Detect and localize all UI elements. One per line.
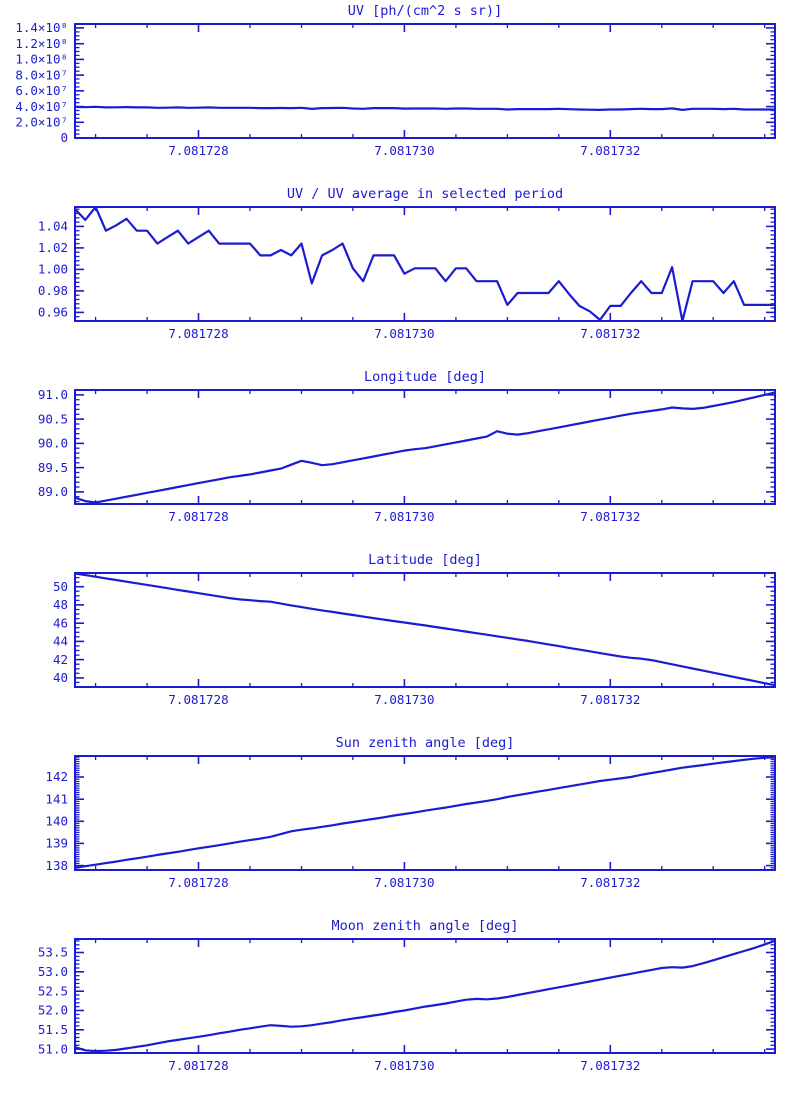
svg-text:140: 140	[45, 814, 68, 829]
svg-text:7.081728: 7.081728	[168, 1058, 228, 1073]
chart-title-latitude: Latitude [deg]	[368, 552, 482, 568]
svg-text:52.5: 52.5	[38, 983, 68, 998]
svg-text:0: 0	[60, 130, 68, 145]
chart-title-uv: UV [ph/(cm^2 s sr)]	[347, 3, 503, 19]
moon-zenith-plot-svg: 7.081728 7.081730 7.081732 51.0 51.5 52.0 52.5…	[38, 938, 776, 1073]
chart-latitude: Latitude [deg] 7.081728 7.081730 7.081732 4…	[0, 549, 800, 732]
svg-text:7.081730: 7.081730	[374, 875, 434, 890]
chart-title-longitude: Longitude [deg]	[364, 369, 486, 385]
svg-text:42: 42	[53, 652, 68, 667]
svg-text:53.0: 53.0	[38, 964, 68, 979]
svg-text:46: 46	[53, 615, 68, 630]
svg-text:44: 44	[53, 634, 68, 649]
svg-text:7.081732: 7.081732	[580, 143, 640, 158]
svg-text:90.5: 90.5	[38, 411, 68, 426]
svg-text:51.5: 51.5	[38, 1022, 68, 1037]
svg-text:141: 141	[45, 791, 68, 806]
chart-uv: UV [ph/(cm^2 s sr)] 7.081728 7.081730 7.08…	[0, 0, 800, 183]
svg-text:7.081730: 7.081730	[374, 509, 434, 524]
chart-title-uv-ratio: UV / UV average in selected period	[286, 186, 564, 202]
svg-text:89.5: 89.5	[38, 460, 68, 475]
chart-sun-zenith: Sun zenith angle [deg] 7.081728 7.081730 7…	[0, 732, 800, 915]
uv-ratio-plot-svg: 7.081728 7.081730 7.081732 0.96 0.98 1.00 1.02…	[38, 206, 776, 341]
chart-title-sun-zenith: Sun zenith angle [deg]	[335, 735, 515, 751]
svg-text:7.081728: 7.081728	[168, 692, 228, 707]
chart-title-moon-zenith: Moon zenith angle [deg]	[331, 918, 519, 934]
svg-text:1.0×10⁸: 1.0×10⁸	[15, 52, 68, 67]
svg-text:8.0×10⁷: 8.0×10⁷	[15, 67, 68, 82]
longitude-plot-svg: 7.081728 7.081730 7.081732 89.0 89.5 90.0 90.5…	[38, 387, 776, 524]
svg-text:7.081730: 7.081730	[374, 1058, 434, 1073]
chart-longitude: Longitude [deg] 7.081728 7.081730 7.081732…	[0, 366, 800, 549]
svg-text:2.0×10⁷: 2.0×10⁷	[15, 115, 68, 130]
svg-text:7.081728: 7.081728	[168, 509, 228, 524]
latitude-plot-svg: 7.081728 7.081730 7.081732 40 42 44 46 48 50	[53, 572, 776, 707]
svg-text:7.081728: 7.081728	[168, 143, 228, 158]
sun-zenith-plot-svg: 7.081728 7.081730 7.081732 138 139 140 141 142	[45, 755, 776, 890]
svg-text:7.081728: 7.081728	[168, 875, 228, 890]
svg-text:1.04: 1.04	[38, 219, 68, 234]
svg-text:0.96: 0.96	[38, 305, 68, 320]
svg-text:7.081730: 7.081730	[374, 692, 434, 707]
svg-text:50: 50	[53, 579, 68, 594]
svg-text:7.081732: 7.081732	[580, 326, 640, 341]
svg-text:7.081732: 7.081732	[580, 1058, 640, 1073]
svg-text:139: 139	[45, 836, 68, 851]
svg-text:7.081732: 7.081732	[580, 692, 640, 707]
svg-text:1.2×10⁸: 1.2×10⁸	[15, 36, 68, 51]
svg-text:7.081730: 7.081730	[374, 326, 434, 341]
svg-text:1.02: 1.02	[38, 240, 68, 255]
svg-text:53.5: 53.5	[38, 945, 68, 960]
svg-text:1.00: 1.00	[38, 262, 68, 277]
svg-text:90.0: 90.0	[38, 436, 68, 451]
svg-text:40: 40	[53, 670, 68, 685]
svg-text:91.0: 91.0	[38, 387, 68, 402]
svg-text:6.0×10⁷: 6.0×10⁷	[15, 83, 68, 98]
svg-text:7.081730: 7.081730	[374, 143, 434, 158]
chart-moon-zenith: Moon zenith angle [deg] 7.081728 7.081730…	[0, 915, 800, 1098]
svg-text:4.0×10⁷: 4.0×10⁷	[15, 99, 68, 114]
svg-text:7.081732: 7.081732	[580, 875, 640, 890]
svg-text:0.98: 0.98	[38, 283, 68, 298]
svg-text:48: 48	[53, 597, 68, 612]
svg-text:7.081732: 7.081732	[580, 509, 640, 524]
svg-text:142: 142	[45, 769, 68, 784]
svg-text:89.0: 89.0	[38, 484, 68, 499]
uv-plot-svg: 7.081728 7.081730 7.081732 02.0×10⁷4.0×10⁷6…	[15, 20, 776, 158]
svg-text:1.4×10⁸: 1.4×10⁸	[15, 20, 68, 35]
svg-text:7.081728: 7.081728	[168, 326, 228, 341]
svg-text:138: 138	[45, 858, 68, 873]
chart-uv-ratio: UV / UV average in selected period 7.081…	[0, 183, 800, 366]
svg-text:52.0: 52.0	[38, 1003, 68, 1018]
svg-text:51.0: 51.0	[38, 1041, 68, 1056]
